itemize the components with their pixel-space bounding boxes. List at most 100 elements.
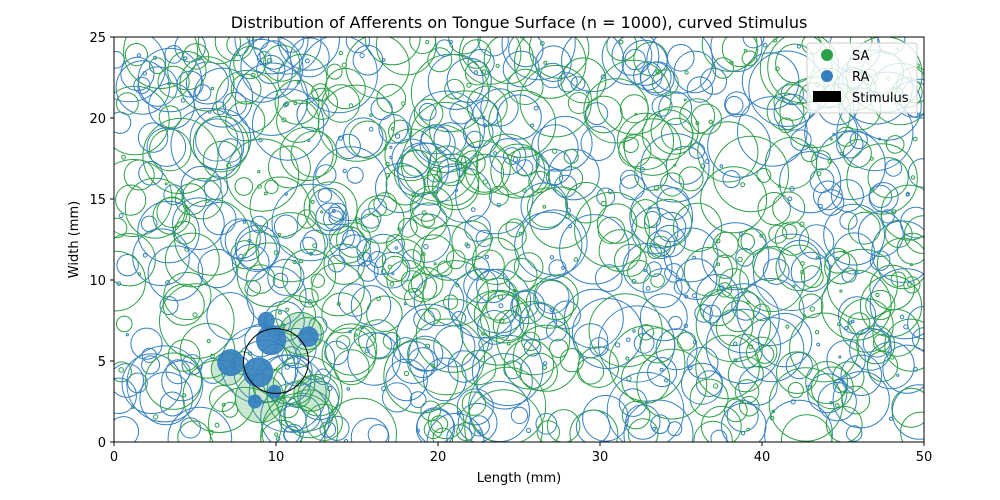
ra-afferent	[512, 156, 519, 163]
ra-afferent	[643, 268, 647, 273]
ra-afferent	[472, 100, 499, 127]
sa-afferent	[163, 271, 212, 321]
plot-frame	[113, 36, 925, 443]
sa-afferent	[114, 250, 146, 312]
ra-afferent	[130, 327, 163, 360]
ra-afferent	[836, 131, 864, 159]
ra-afferent	[817, 203, 823, 209]
sa-afferent	[909, 263, 913, 267]
ra-afferent	[640, 61, 675, 96]
sa-afferent	[459, 37, 522, 85]
sa-afferent	[519, 65, 592, 138]
ra-afferent	[646, 37, 713, 94]
ra-afferent	[629, 184, 694, 249]
sa-afferent	[436, 260, 453, 277]
sa-afferent	[693, 420, 733, 442]
ra-afferent	[324, 340, 349, 366]
ra-afferent	[707, 113, 771, 178]
ra-afferent	[514, 211, 583, 280]
sa-afferent	[891, 387, 924, 428]
ra-afferent	[762, 42, 768, 48]
sa-afferent	[549, 338, 569, 359]
sa-afferent	[623, 118, 682, 176]
ra-afferent	[248, 37, 269, 50]
ra-afferent	[738, 365, 778, 406]
ra-afferent	[165, 280, 171, 285]
ra-afferent	[614, 342, 621, 348]
sa-afferent	[907, 282, 912, 287]
ra-afferent	[283, 426, 301, 442]
legend-label-ra: RA	[852, 70, 870, 85]
ra-afferent	[916, 112, 921, 116]
ra-afferent	[312, 146, 388, 222]
ra-afferent	[272, 272, 289, 289]
ra-afferent	[480, 88, 519, 127]
sa-afferent	[461, 39, 492, 69]
ra-afferent	[667, 44, 695, 72]
ra-afferent	[189, 108, 252, 170]
ra-afferent	[606, 371, 685, 442]
sa-afferent	[177, 420, 211, 442]
sa-afferent	[338, 50, 344, 56]
ra-afferent	[633, 61, 663, 91]
sa-afferent	[448, 37, 481, 55]
sa-afferent	[255, 212, 326, 283]
ra-afferent	[710, 429, 728, 442]
ra-afferent	[373, 251, 411, 289]
sa-afferent	[497, 221, 527, 251]
active-ra-afferent	[267, 384, 282, 399]
ra-afferent	[346, 387, 351, 391]
sa-afferent	[847, 312, 871, 336]
sa-afferent	[381, 255, 409, 283]
stimulus	[243, 328, 309, 394]
sa-afferent	[476, 133, 538, 196]
ra-afferent	[343, 439, 349, 442]
ra-afferent	[172, 197, 225, 250]
sa-afferent	[281, 117, 287, 123]
ra-afferent	[389, 145, 393, 149]
ra-afferent	[762, 258, 790, 285]
sa-afferent	[596, 59, 672, 135]
sa-afferent	[542, 365, 548, 370]
sa-afferent	[483, 37, 534, 85]
sa-afferent	[156, 196, 188, 229]
sa-afferent	[234, 177, 254, 196]
sa-afferent	[366, 295, 403, 333]
sa-afferent	[320, 210, 324, 214]
sa-afferent	[522, 188, 527, 193]
ra-afferent	[503, 147, 521, 165]
sa-afferent	[354, 333, 358, 337]
sa-afferent	[388, 119, 413, 144]
sa-afferent	[651, 69, 679, 97]
sa-afferent	[148, 128, 192, 172]
sa-afferent	[755, 344, 775, 364]
sa-afferent	[614, 243, 647, 277]
sa-afferent	[740, 182, 746, 188]
sa-afferent	[310, 273, 325, 288]
ra-afferent	[164, 45, 183, 64]
ra-afferent	[600, 74, 606, 80]
sa-afferent	[420, 400, 442, 422]
sa-afferent	[633, 41, 668, 77]
ra-afferent	[796, 44, 802, 49]
sa-afferent	[740, 228, 767, 255]
ra-afferent	[700, 67, 728, 95]
ra-afferent	[457, 402, 498, 442]
ra-afferent	[489, 138, 527, 176]
sa-afferent	[775, 66, 780, 72]
ra-afferent	[137, 122, 169, 153]
sa-afferent	[397, 227, 401, 231]
ra-afferent	[790, 251, 831, 292]
ra-afferent	[899, 314, 905, 320]
ra-afferent	[531, 124, 579, 172]
ra-afferent	[686, 76, 714, 103]
legend-marker-sa	[821, 49, 833, 61]
sa-afferent	[299, 288, 319, 308]
sa-afferent	[880, 184, 924, 241]
x-axis-label: Length (mm)	[477, 471, 561, 486]
ra-afferent	[273, 214, 299, 239]
ra-afferent	[621, 39, 668, 86]
ra-afferent	[548, 259, 567, 278]
sa-afferent	[273, 250, 279, 256]
sa-afferent	[756, 167, 772, 183]
